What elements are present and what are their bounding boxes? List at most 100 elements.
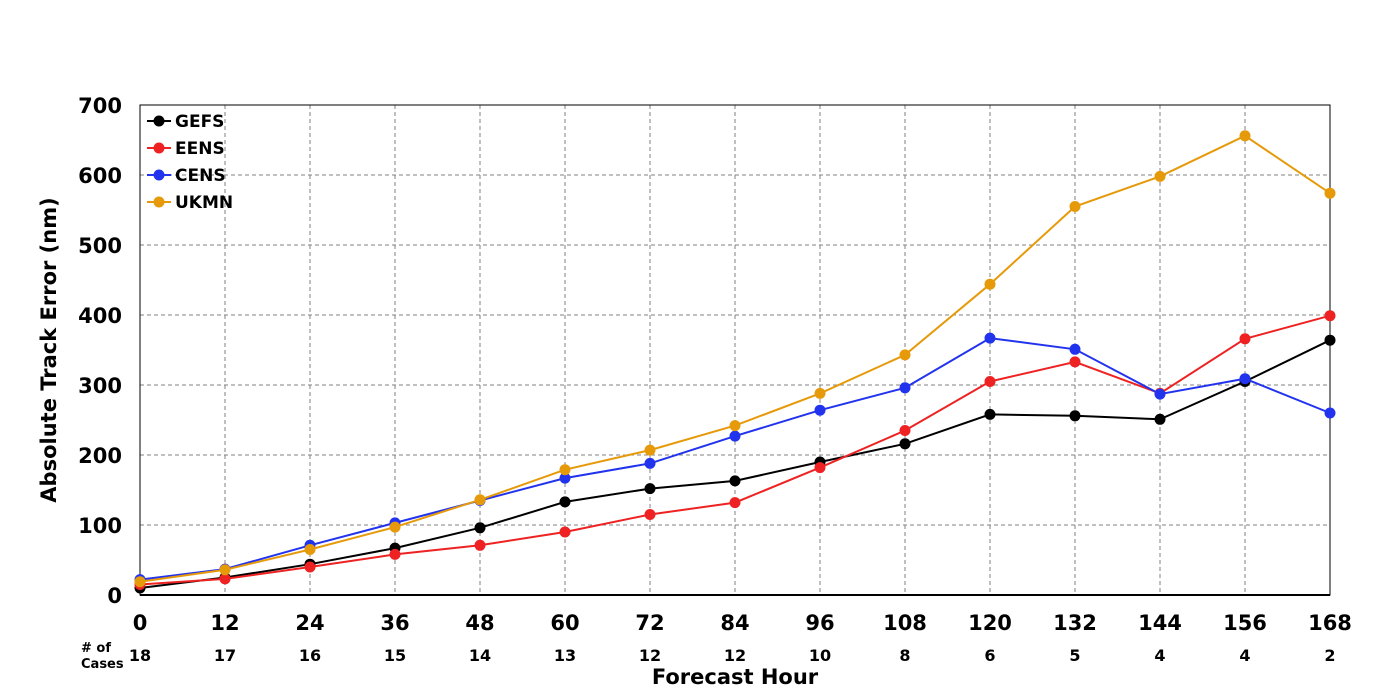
y-tick-label: 200 (78, 444, 122, 468)
data-point-ukmn (1324, 187, 1336, 199)
data-point-gefs (1154, 413, 1166, 425)
data-point-eens (219, 573, 231, 585)
data-point-ukmn (134, 576, 146, 588)
x-tick-label: 132 (1053, 611, 1097, 635)
legend-marker (153, 169, 165, 181)
data-point-gefs (1069, 410, 1081, 422)
data-point-eens (899, 425, 911, 436)
legend: GEFS EENS CENS UKMN (147, 112, 233, 213)
data-point-ukmn (644, 444, 656, 456)
data-point-ukmn (219, 564, 231, 576)
case-count-label: 6 (984, 646, 995, 665)
y-tick-label: 700 (78, 94, 122, 118)
x-tick-labels: 0 12 24 36 48 60 72 84 96 108 120 132 144 156 168 (133, 611, 1352, 635)
data-point-eens (474, 539, 486, 551)
data-point-ukmn (984, 278, 996, 290)
data-point-gefs (1324, 334, 1336, 346)
data-point-cens (559, 472, 571, 484)
x-tick-label: 120 (968, 611, 1012, 635)
case-count-label: 17 (214, 646, 236, 665)
case-count-label: 12 (639, 646, 661, 665)
data-point-ukmn (899, 349, 911, 361)
x-tick-label: 48 (465, 611, 494, 635)
case-count-label: 8 (899, 646, 910, 665)
x-tick-label: 12 (210, 611, 239, 635)
legend-item-eens: EENS (147, 139, 225, 159)
legend-marker (153, 196, 165, 208)
y-tick-label: 300 (78, 374, 122, 398)
case-count-label: 16 (299, 646, 321, 665)
data-point-ukmn (814, 387, 826, 399)
y-axis-title: Absolute Track Error (nm) (37, 197, 61, 502)
series-layer (134, 130, 1336, 594)
legend-item-gefs: GEFS (147, 112, 224, 132)
legend-label: CENS (175, 166, 226, 186)
data-point-cens (1154, 388, 1166, 400)
x-tick-label: 144 (1138, 611, 1182, 635)
case-count-label: 15 (384, 646, 406, 665)
case-count-label: 5 (1069, 646, 1080, 665)
legend-item-ukmn: UKMN (147, 193, 233, 213)
data-point-ukmn (389, 521, 401, 533)
data-point-ukmn (1069, 201, 1081, 212)
data-point-eens (814, 462, 826, 474)
data-point-eens (559, 526, 571, 538)
legend-marker (153, 142, 165, 154)
x-tick-label: 96 (805, 611, 834, 635)
series-ukmn (134, 130, 1336, 588)
data-point-eens (1069, 356, 1081, 368)
data-point-cens (1239, 373, 1251, 385)
x-tick-label: 156 (1223, 611, 1267, 635)
case-count-label: 14 (469, 646, 491, 665)
data-point-cens (1069, 343, 1081, 355)
x-axis-title: Forecast Hour (652, 665, 819, 689)
data-point-ukmn (729, 420, 741, 432)
x-tick-label: 168 (1308, 611, 1352, 635)
data-point-eens (984, 376, 996, 387)
case-count-label: 4 (1239, 646, 1250, 665)
data-point-gefs (899, 438, 911, 450)
data-point-cens (899, 382, 911, 394)
data-point-gefs (729, 475, 741, 487)
y-tick-label: 100 (78, 514, 122, 538)
legend-label: GEFS (175, 112, 224, 132)
x-tick-label: 84 (720, 611, 749, 635)
case-count-label: 12 (724, 646, 746, 665)
data-point-eens (644, 509, 656, 520)
data-point-cens (814, 404, 826, 416)
data-point-eens (1239, 333, 1251, 345)
data-point-gefs (474, 522, 486, 534)
data-point-gefs (644, 483, 656, 495)
case-count-label: 18 (129, 646, 151, 665)
y-tick-label: 500 (78, 234, 122, 258)
y-tick-label: 600 (78, 164, 122, 188)
x-tick-label: 60 (550, 611, 579, 635)
case-count-label: 13 (554, 646, 576, 665)
data-point-ukmn (559, 464, 571, 476)
legend-label: EENS (175, 139, 225, 159)
data-point-eens (1324, 310, 1336, 322)
data-point-gefs (984, 408, 996, 420)
data-point-cens (644, 457, 656, 469)
data-point-cens (984, 332, 996, 344)
y-tick-labels: 0 100 200 300 400 500 600 700 (78, 94, 122, 608)
data-point-ukmn (1239, 130, 1251, 142)
cases-label: # of Cases (81, 641, 124, 672)
data-point-eens (304, 561, 316, 573)
data-point-ukmn (474, 494, 486, 506)
y-tick-label: 400 (78, 304, 122, 328)
data-point-cens (729, 430, 741, 442)
x-tick-label: 36 (380, 611, 409, 635)
data-point-eens (729, 497, 741, 509)
plot-frame (139, 104, 1331, 596)
data-point-ukmn (304, 544, 316, 555)
x-tick-label: 24 (295, 611, 324, 635)
case-count-label: 4 (1154, 646, 1165, 665)
legend-marker (153, 115, 165, 127)
legend-label: UKMN (175, 193, 233, 213)
x-tick-label: 72 (635, 611, 664, 635)
case-count-label: 10 (809, 646, 831, 665)
y-tick-label: 0 (107, 584, 122, 608)
data-point-ukmn (1154, 170, 1166, 182)
